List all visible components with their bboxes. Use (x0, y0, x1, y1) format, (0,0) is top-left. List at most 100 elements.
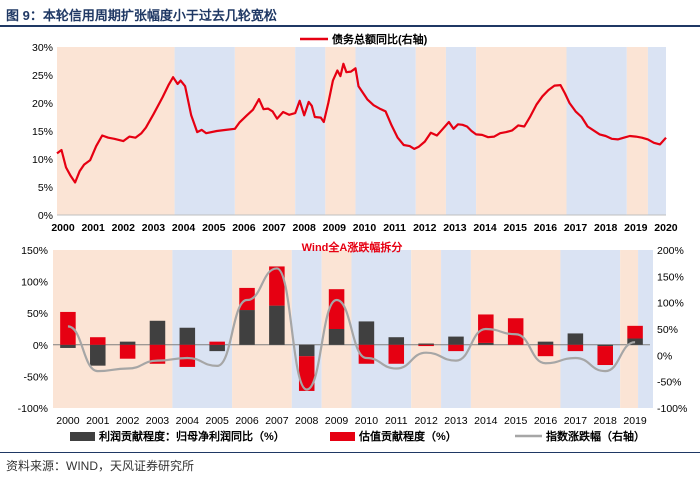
shade-band (441, 250, 471, 408)
right-y-tick-label: -50% (657, 377, 682, 389)
left-y-tick-label: 50% (27, 308, 48, 320)
valuation-contribution-bar (60, 311, 76, 345)
category-tick-label: 2017 (564, 415, 588, 427)
right-y-tick-label: 0% (657, 350, 672, 362)
valuation-contribution-bar (149, 344, 166, 364)
index-change-line (67, 267, 636, 391)
category-tick-label: 2013 (444, 415, 468, 427)
category-tick-label: 2009 (325, 415, 349, 427)
category-tick-label: 2008 (295, 415, 319, 427)
right-y-tick-label: 100% (657, 298, 684, 310)
left-y-tick-label: 100% (21, 277, 48, 289)
x-tick-label: 2019 (624, 222, 648, 234)
profit-contribution-bar (567, 333, 584, 345)
shade-band (411, 250, 442, 408)
profit-contribution-bar (179, 327, 196, 345)
right-y-tick-label: 150% (657, 271, 684, 283)
category-tick-label: 2010 (355, 415, 379, 427)
shade-band-tightening (355, 47, 416, 215)
category-tick-label: 2007 (265, 415, 289, 427)
valuation-contribution-bar (179, 344, 196, 367)
profit-contribution-bar (269, 305, 285, 345)
x-tick-label: 2003 (142, 222, 166, 234)
shade-band-tightening (566, 47, 627, 215)
profit-contribution-bar (239, 310, 255, 345)
debt-growth-line (56, 62, 667, 184)
shade-band-tightening (295, 47, 326, 215)
profit-contribution-bar (537, 341, 554, 345)
valuation-contribution-bar (537, 344, 554, 357)
left-y-tick-label: 0% (33, 340, 48, 352)
x-tick-label: 2015 (504, 222, 528, 234)
category-tick-label: 2018 (594, 415, 618, 427)
figure-title: 图 9：本轮信用周期扩张幅度小于过去几轮宽松 (6, 8, 277, 23)
category-tick-label: 2012 (414, 415, 438, 427)
source-divider (0, 452, 700, 453)
chart-title: Wind全A涨跌幅拆分 (302, 240, 403, 254)
legend-swatch-profit (70, 432, 95, 441)
category-tick-label: 2005 (205, 415, 229, 427)
valuation-contribution-bar (448, 344, 464, 352)
y-tick-label: 30% (32, 42, 53, 54)
shade-band-easing (57, 47, 175, 215)
left-y-tick-label: -50% (23, 371, 48, 383)
legend-label-debt: 债务总额同比(右轴) (332, 32, 428, 46)
x-tick-label: 2010 (353, 222, 377, 234)
valuation-contribution-bar (298, 356, 315, 391)
y-tick-label: 10% (32, 154, 53, 166)
valuation-contribution-bar (90, 337, 106, 345)
x-tick-label: 2007 (262, 222, 286, 234)
x-tick-label: 2017 (564, 222, 588, 234)
x-tick-label: 2008 (293, 222, 317, 234)
title-divider (0, 25, 700, 27)
x-tick-label: 2012 (413, 222, 437, 234)
valuation-contribution-bar (269, 266, 285, 306)
category-tick-label: 2015 (504, 415, 528, 427)
x-tick-label: 2004 (172, 222, 196, 234)
right-y-tick-label: 200% (657, 245, 684, 257)
category-tick-label: 2016 (534, 415, 558, 427)
x-tick-label: 2016 (534, 222, 558, 234)
valuation-contribution-bar (597, 346, 613, 366)
x-tick-label: 2001 (81, 222, 105, 234)
profit-contribution-bar (90, 344, 106, 366)
y-tick-label: 5% (38, 182, 53, 194)
legend-label-valuation: 估值贡献程度（%） (358, 429, 457, 443)
legend-label-profit: 利润贡献程度：归母净利润同比（%） (99, 429, 285, 443)
right-y-tick-label: 50% (657, 324, 678, 336)
profit-contribution-bar (597, 344, 613, 347)
right-y-tick-label: -100% (657, 403, 687, 415)
debt-growth-chart: 30% 25% 20% 15% 10% 5% 0%2000 2001 2002 2003 2004 2… (32, 32, 678, 234)
category-tick-label: 2006 (235, 415, 259, 427)
valuation-contribution-bar (418, 344, 434, 347)
x-tick-label: 2005 (202, 222, 226, 234)
category-tick-label: 2019 (623, 415, 647, 427)
category-tick-label: 2000 (56, 415, 80, 427)
valuation-contribution-bar (627, 325, 643, 339)
x-tick-label: 2011 (383, 222, 406, 234)
valuation-contribution-bar (328, 289, 345, 329)
profit-contribution-bar (60, 344, 76, 348)
legend-swatch-valuation (330, 432, 355, 441)
source-note: 资料来源：WIND，天风证券研究所 (6, 459, 194, 473)
left-y-tick-label: 150% (21, 245, 48, 257)
category-tick-label: 2004 (176, 415, 200, 427)
y-tick-label: 25% (32, 70, 53, 82)
x-tick-label: 2013 (443, 222, 467, 234)
category-tick-label: 2011 (385, 415, 408, 427)
valuation-contribution-bar (388, 344, 405, 364)
valuation-contribution-bar (567, 344, 584, 352)
shade-band (560, 250, 621, 408)
shade-band-tightening (647, 47, 666, 215)
x-tick-label: 2009 (323, 222, 347, 234)
left-y-tick-label: -100% (18, 403, 48, 415)
profit-contribution-bar (149, 320, 166, 345)
profit-contribution-bar (358, 321, 375, 345)
x-tick-label: 2006 (232, 222, 256, 234)
shade-band (638, 250, 653, 408)
profit-contribution-bar (418, 343, 434, 345)
wind-a-decomposition-chart: 150% 100% 50% 0% -50% -100% 200% 150% 100% 50% 0% -… (18, 240, 688, 443)
shade-band-easing (234, 47, 296, 215)
x-tick-label: 2018 (594, 222, 618, 234)
